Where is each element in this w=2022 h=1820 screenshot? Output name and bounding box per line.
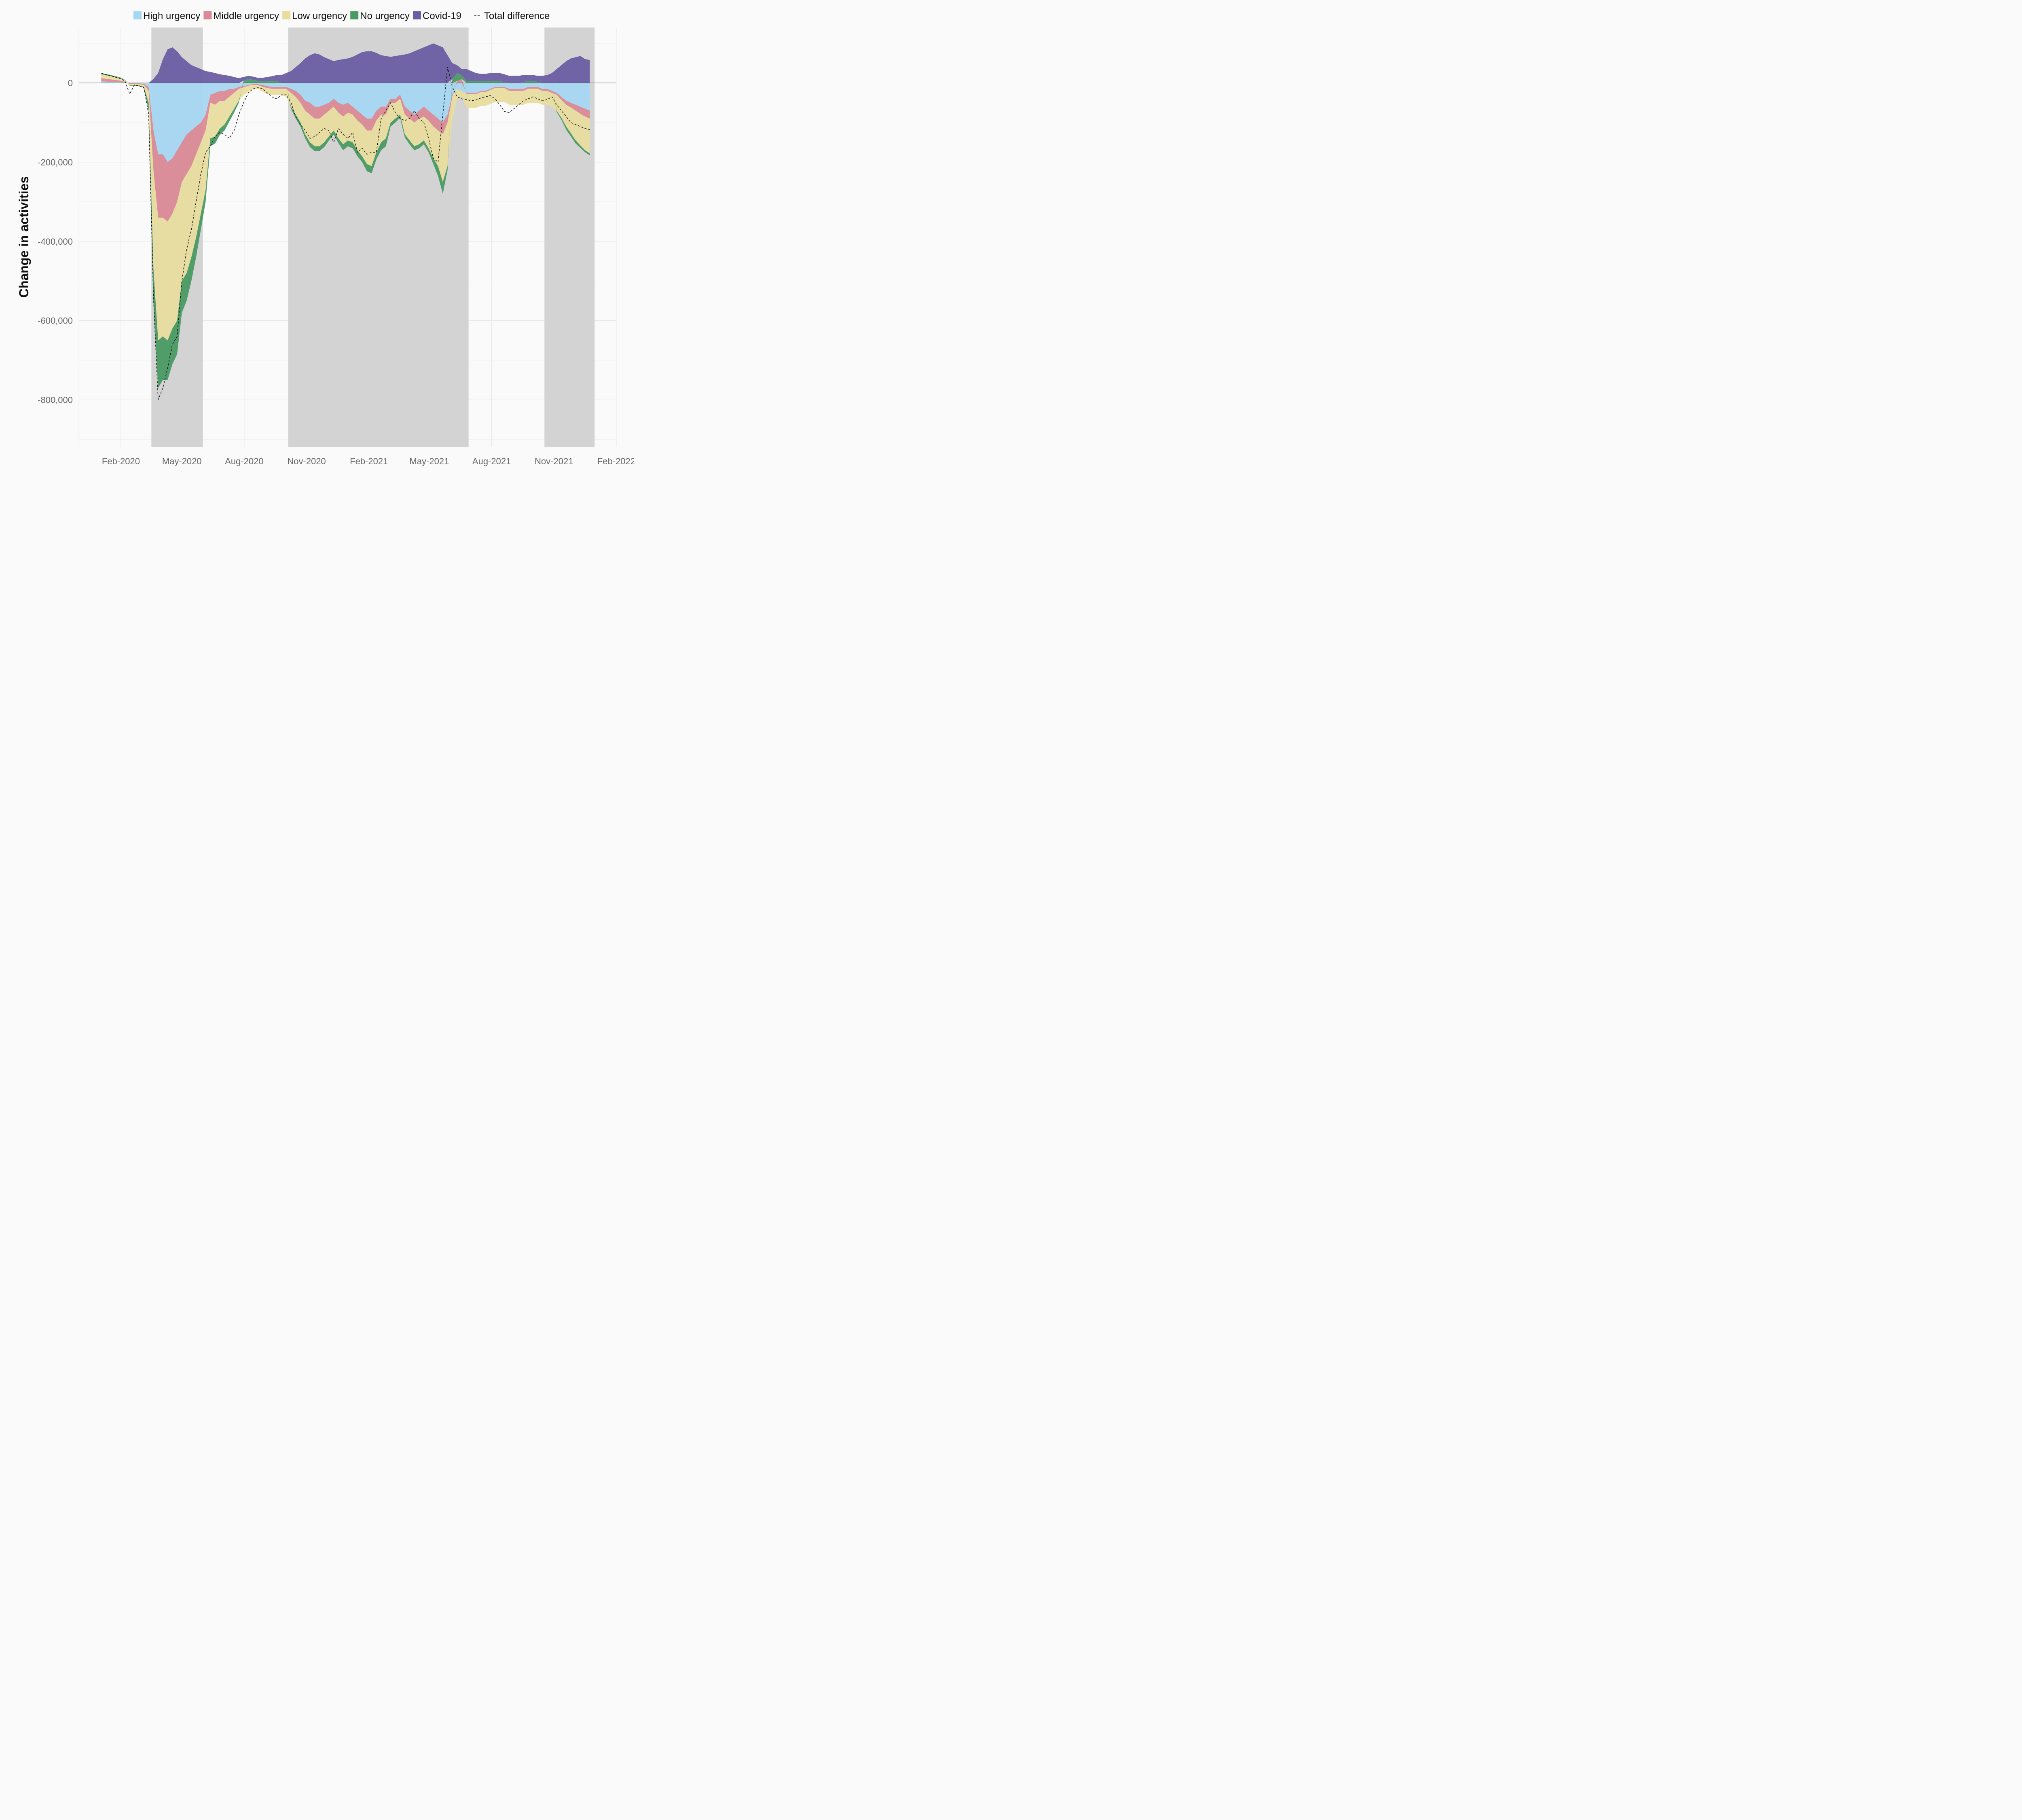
legend-swatch <box>133 11 142 19</box>
legend-label: Total difference <box>484 11 550 21</box>
x-tick-label: Nov-2021 <box>535 456 573 466</box>
legend-swatch <box>412 11 421 19</box>
legend-label: High urgency <box>143 11 200 21</box>
y-axis-label: Change in activities <box>17 176 31 298</box>
y-axis-ticks: 0 -200,000 -400,000 -600,000 -800,000 <box>38 78 73 405</box>
x-tick-label: Aug-2020 <box>225 456 263 466</box>
x-tick-label: May-2020 <box>162 456 202 466</box>
legend-swatch <box>203 11 212 19</box>
chart-svg: 0 -200,000 -400,000 -600,000 -800,000 Feb-20… <box>17 11 634 466</box>
y-tick-label: -400,000 <box>38 237 73 247</box>
legend-label: Low urgency <box>292 11 347 21</box>
x-axis-ticks: Feb-2020 May-2020 Aug-2020 Nov-2020 Feb-2021… <box>102 456 634 466</box>
x-tick-label: May-2021 <box>410 456 449 466</box>
y-tick-label: -200,000 <box>38 157 73 167</box>
legend-swatch <box>350 11 359 19</box>
x-tick-label: Feb-2020 <box>102 456 140 466</box>
middle-urgency-area <box>101 78 590 222</box>
low-urgency-area <box>101 74 590 341</box>
x-tick-label: Aug-2021 <box>472 456 511 466</box>
legend-label: Covid-19 <box>423 11 461 21</box>
no-urgency-area <box>101 73 590 388</box>
legend-label: Middle urgency <box>213 11 279 21</box>
x-tick-label: Feb-2022 <box>597 456 634 466</box>
covid-19-area <box>101 43 590 83</box>
stacked-areas <box>101 43 590 388</box>
y-tick-label: -800,000 <box>38 395 73 405</box>
legend-label: No urgency <box>360 11 410 21</box>
total-difference-line <box>101 67 590 400</box>
high-urgency-area <box>101 81 590 162</box>
y-tick-label: -600,000 <box>38 316 73 326</box>
y-tick-label: 0 <box>68 78 73 88</box>
legend: High urgency Middle urgency Low urgency No … <box>133 11 550 21</box>
legend-swatch <box>282 11 291 19</box>
x-tick-label: Feb-2021 <box>350 456 388 466</box>
x-tick-label: Nov-2020 <box>287 456 326 466</box>
